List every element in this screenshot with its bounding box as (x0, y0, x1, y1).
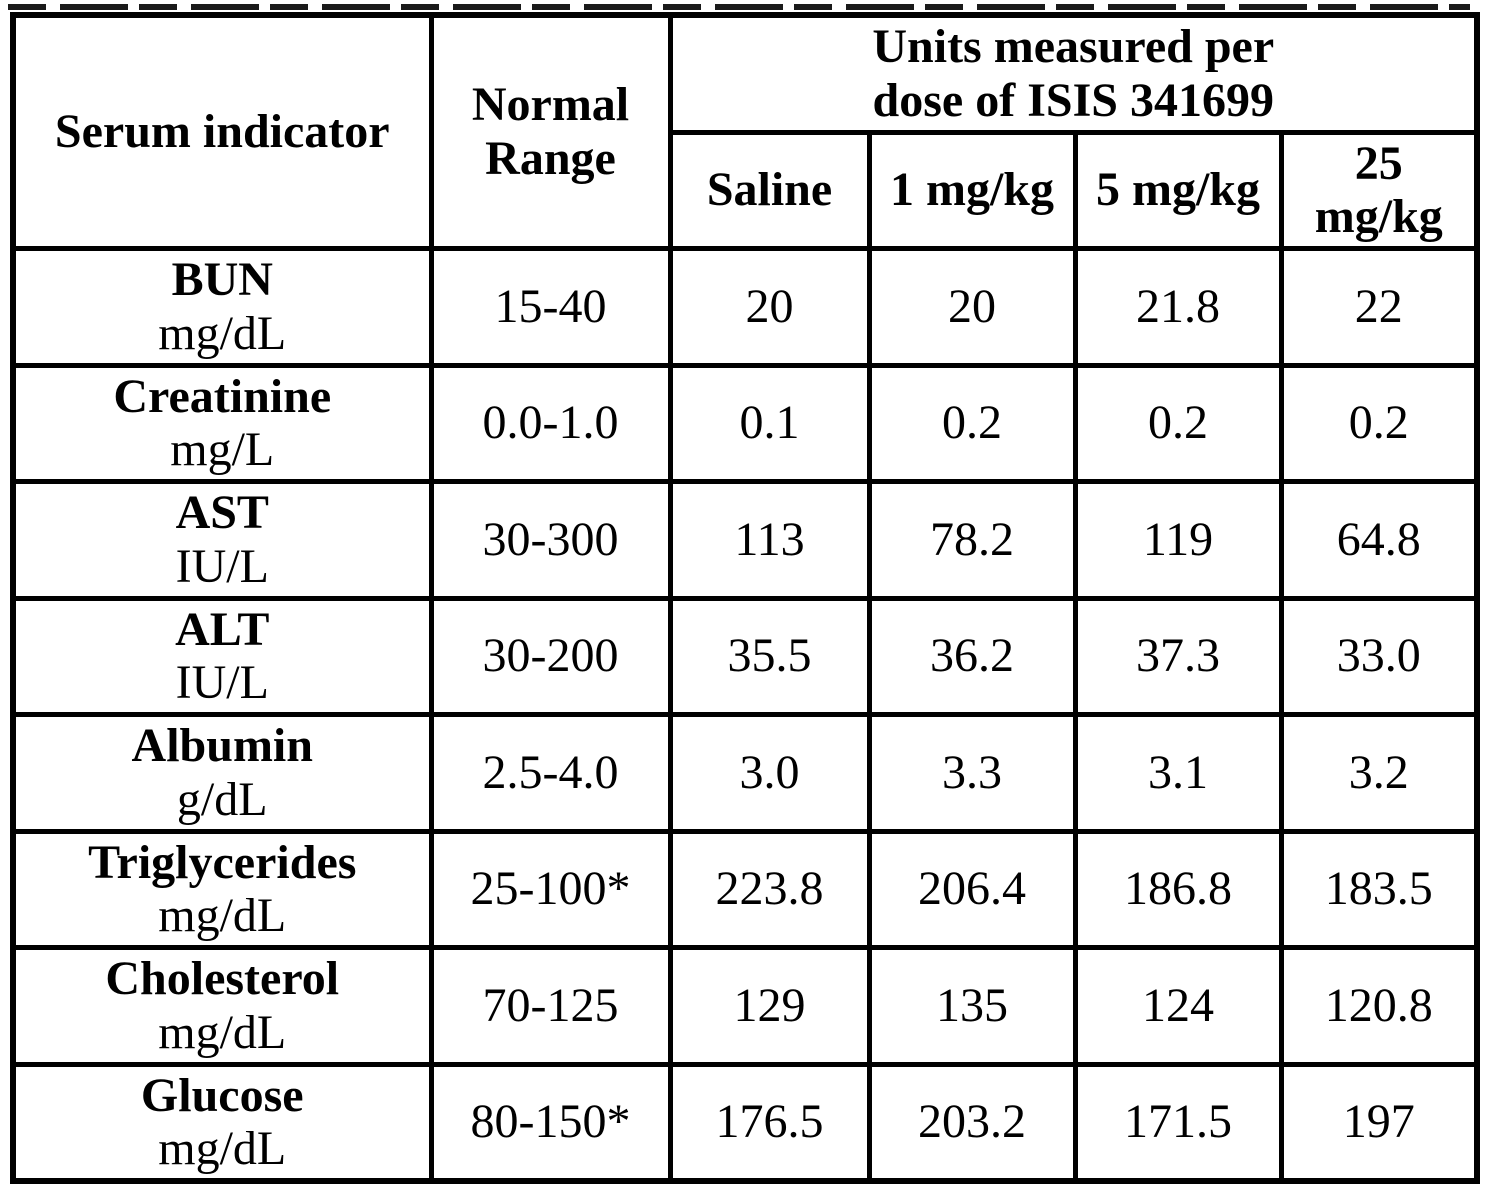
column-header-saline: Saline (667, 129, 872, 251)
value-saline: 35.5 (667, 595, 872, 717)
value-25mgkg: 183.5 (1278, 828, 1480, 950)
normal-range-value: 25-100* (428, 828, 673, 950)
indicator-cell: Cholesterol mg/dL (10, 945, 434, 1067)
scan-artifact-line (8, 4, 1470, 10)
value-25mgkg: 120.8 (1278, 945, 1480, 1067)
table-row-albumin: Albumin g/dL 2.5-4.0 3.0 3.3 3.1 3.2 (10, 712, 1480, 834)
indicator-name: AST (175, 486, 269, 539)
column-header-25mgkg: 25 mg/kg (1278, 129, 1480, 251)
normal-range-value: 15-40 (428, 246, 673, 368)
value-saline: 20 (667, 246, 872, 368)
normal-range-value: 0.0-1.0 (428, 362, 673, 484)
indicator-unit: g/dL (176, 772, 268, 826)
indicator-name: Albumin (131, 719, 313, 772)
table-row-alt: ALT IU/L 30-200 35.5 36.2 37.3 33.0 (10, 595, 1480, 717)
value-saline: 3.0 (667, 712, 872, 834)
value-1mgkg: 206.4 (866, 828, 1078, 950)
value-1mgkg: 135 (866, 945, 1078, 1067)
value-5mgkg: 186.8 (1072, 828, 1284, 950)
indicator-cell: Creatinine mg/L (10, 362, 434, 484)
indicator-unit: mg/dL (158, 1005, 287, 1059)
value-saline: 129 (667, 945, 872, 1067)
normal-range-value: 30-300 (428, 479, 673, 601)
value-25mgkg: 3.2 (1278, 712, 1480, 834)
value-1mgkg: 0.2 (866, 362, 1078, 484)
indicator-unit: mg/dL (158, 1122, 287, 1176)
column-header-5mgkg: 5 mg/kg (1072, 129, 1284, 251)
table-row-cholesterol: Cholesterol mg/dL 70-125 129 135 124 120… (10, 945, 1480, 1067)
table-row-ast: AST IU/L 30-300 113 78.2 119 64.8 (10, 479, 1480, 601)
indicator-unit: mg/dL (158, 306, 287, 360)
indicator-unit: IU/L (175, 539, 269, 593)
indicator-unit: IU/L (175, 656, 269, 710)
value-1mgkg: 36.2 (866, 595, 1078, 717)
indicator-name: Creatinine (113, 369, 332, 423)
table-row-triglycerides: Triglycerides mg/dL 25-100* 223.8 206.4 … (10, 828, 1480, 950)
column-header-serum-indicator: Serum indicator (10, 12, 434, 251)
units-measured-line1: Units measured per (872, 20, 1275, 73)
value-5mgkg: 171.5 (1072, 1061, 1284, 1184)
indicator-name: Glucose (140, 1068, 304, 1122)
indicator-cell: AST IU/L (10, 479, 434, 601)
value-5mgkg: 0.2 (1072, 362, 1284, 484)
indicator-unit: mg/dL (158, 889, 287, 943)
value-5mgkg: 3.1 (1072, 712, 1284, 834)
units-measured-line2: dose of ISIS 341699 (872, 73, 1274, 127)
value-1mgkg: 78.2 (866, 479, 1078, 601)
value-25mgkg: 64.8 (1278, 479, 1480, 601)
normal-range-value: 30-200 (428, 595, 673, 717)
value-25mgkg: 0.2 (1278, 362, 1480, 484)
value-1mgkg: 203.2 (866, 1061, 1078, 1184)
serum-chemistry-table: Serum indicator Normal Range Units measu… (10, 12, 1481, 1184)
indicator-name: ALT (175, 602, 270, 656)
value-saline: 0.1 (667, 362, 872, 484)
value-saline: 113 (667, 479, 872, 601)
value-5mgkg: 124 (1072, 945, 1284, 1067)
value-saline: 223.8 (667, 828, 872, 950)
indicator-unit: mg/L (170, 423, 275, 477)
normal-range-value: 2.5-4.0 (428, 712, 673, 834)
value-5mgkg: 21.8 (1072, 246, 1284, 368)
column-header-1mgkg: 1 mg/kg (866, 129, 1078, 251)
value-25mgkg: 22 (1278, 246, 1480, 368)
value-5mgkg: 37.3 (1072, 595, 1284, 717)
column-header-normal-range: Normal Range (428, 12, 673, 251)
value-25mgkg: 197 (1278, 1061, 1480, 1184)
value-1mgkg: 3.3 (866, 712, 1078, 834)
value-5mgkg: 119 (1072, 479, 1284, 601)
indicator-name: Cholesterol (105, 952, 340, 1005)
indicator-cell: Triglycerides mg/dL (10, 828, 434, 950)
normal-range-value: 80-150* (428, 1061, 673, 1184)
value-1mgkg: 20 (866, 246, 1078, 368)
value-saline: 176.5 (667, 1061, 872, 1184)
table-row-bun: BUN mg/dL 15-40 20 20 21.8 22 (10, 246, 1480, 368)
indicator-cell: ALT IU/L (10, 595, 434, 717)
normal-range-value: 70-125 (428, 945, 673, 1067)
indicator-cell: Glucose mg/dL (10, 1061, 434, 1184)
indicator-cell: Albumin g/dL (10, 712, 434, 834)
value-25mgkg: 33.0 (1278, 595, 1480, 717)
column-header-units-measured: Units measured per dose of ISIS 341699 (667, 12, 1480, 135)
table-row-glucose: Glucose mg/dL 80-150* 176.5 203.2 171.5 … (10, 1061, 1480, 1184)
indicator-name: BUN (171, 253, 273, 306)
indicator-cell: BUN mg/dL (10, 246, 434, 368)
table-row-creatinine: Creatinine mg/L 0.0-1.0 0.1 0.2 0.2 0.2 (10, 362, 1480, 484)
indicator-name: Triglycerides (88, 835, 357, 889)
